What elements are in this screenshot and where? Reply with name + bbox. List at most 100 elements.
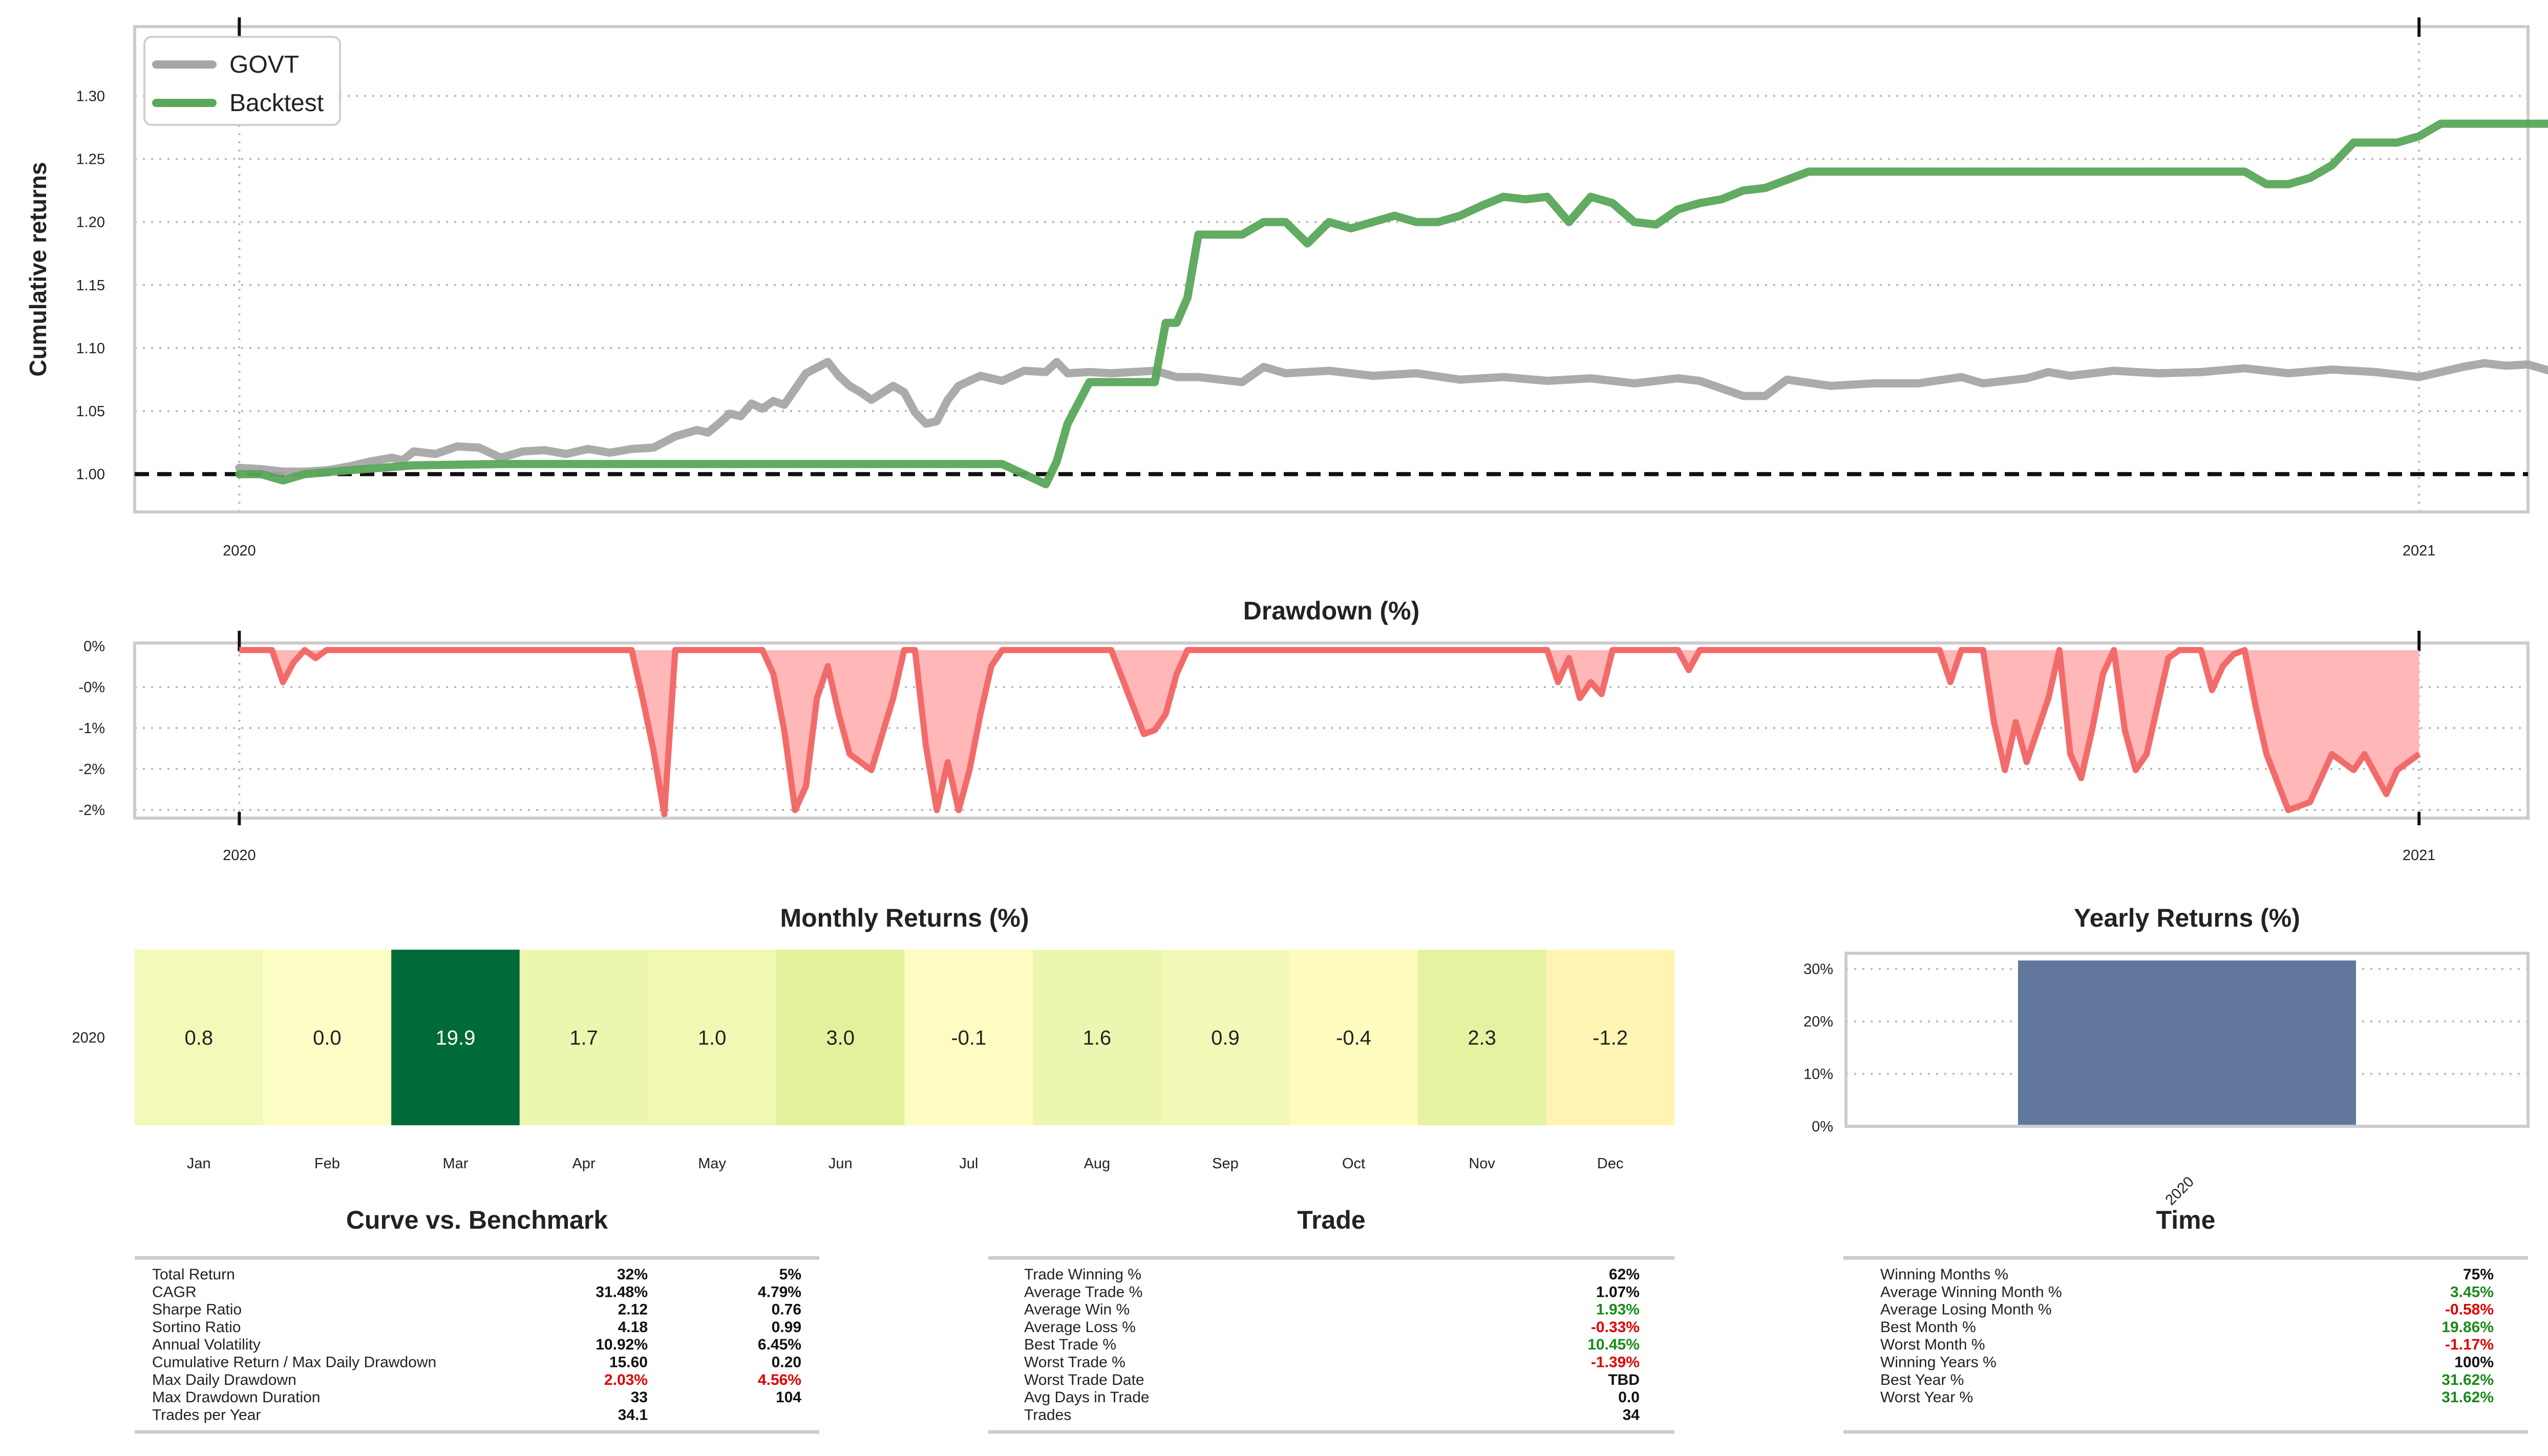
stats-table-2: Time Winning Months % 75% Average Winning M… [1843, 1206, 2528, 1434]
heatmap-title: Monthly Returns (%) [780, 904, 1029, 932]
yearly-title: Yearly Returns (%) [2074, 904, 2300, 932]
stat-value: 62% [1609, 1266, 1640, 1283]
series-line-govt [235, 358, 2548, 476]
y-tick-label: 1.10 [76, 340, 105, 357]
stat-value: 34 [1623, 1406, 1640, 1423]
heatmap-cell-label: 0.9 [1211, 1027, 1240, 1050]
stat-benchmark-value: 5% [779, 1266, 801, 1283]
heatmap-cell-label: 3.0 [826, 1027, 855, 1050]
bar-2020 [2018, 960, 2356, 1125]
stat-label: Worst Trade Date [1024, 1372, 1144, 1388]
stat-label: CAGR [152, 1283, 197, 1300]
stat-value: 10.92% [596, 1336, 648, 1353]
stat-benchmark-value: 4.79% [758, 1283, 801, 1300]
stat-value: 15.60 [609, 1354, 648, 1371]
stat-benchmark-value: 6.45% [758, 1336, 801, 1353]
heatmap-cell-label: -0.4 [1336, 1027, 1371, 1050]
x-tick-label: 2020 [223, 847, 256, 864]
drawdown-line [239, 647, 2421, 818]
stat-value: 2.03% [604, 1372, 648, 1388]
stat-label: Average Winning Month % [1880, 1283, 2062, 1300]
stat-value: -1.39% [1591, 1354, 1640, 1371]
heatmap-cell-label: -1.2 [1593, 1027, 1628, 1050]
series-line-backtest [235, 119, 2548, 488]
stat-label: Sharpe Ratio [152, 1301, 242, 1318]
heatmap-cell-label: 1.7 [569, 1027, 598, 1050]
stat-value: 19.86% [2441, 1319, 2494, 1336]
stat-benchmark-value: 0.76 [772, 1301, 801, 1318]
drawdown-title: Drawdown (%) [1243, 596, 1419, 625]
stat-value: 34.1 [618, 1406, 648, 1423]
y-tick-label: -2% [78, 802, 105, 819]
column-label: Mar [442, 1155, 468, 1172]
monthly-returns-heatmap: Monthly Returns (%) 2020 0.8 Jan 0.0 Feb 19.9 M… [72, 904, 1675, 1172]
x-tick-label: 2021 [2403, 847, 2436, 864]
y-axis-label: Cumulative returns [25, 162, 51, 376]
stat-value: 31.62% [2441, 1389, 2494, 1406]
heatmap-cell [1289, 950, 1418, 1125]
stats-table-0: Curve vs. Benchmark Total Return 32% 5% CAGR… [135, 1206, 819, 1434]
heatmap-cell [519, 950, 648, 1125]
stat-label: Worst Trade % [1024, 1354, 1126, 1371]
plot-frame [133, 641, 2530, 820]
heatmap-cell-label: 1.6 [1083, 1027, 1112, 1050]
column-label: Apr [572, 1155, 595, 1172]
stat-label: Avg Days in Trade [1024, 1389, 1150, 1406]
drawdown-grid [135, 646, 2528, 818]
stat-value: 2.12 [618, 1301, 648, 1318]
column-label: Jun [829, 1155, 853, 1172]
stat-label: Max Daily Drawdown [152, 1372, 296, 1388]
heatmap-cell [1546, 950, 1675, 1125]
stat-benchmark-value: 0.99 [772, 1319, 801, 1336]
stat-label: Average Trade % [1024, 1283, 1142, 1300]
heatmap-cell [904, 950, 1033, 1125]
heatmap-cell-label: -0.1 [951, 1027, 986, 1050]
stat-value: 100% [2454, 1354, 2494, 1371]
y-tick-label: 1.15 [76, 277, 105, 294]
heatmap-cell [1417, 950, 1546, 1125]
stats-tables: Curve vs. Benchmark Total Return 32% 5% CAGR… [135, 1206, 2528, 1434]
stat-value: 31.48% [596, 1283, 648, 1300]
stat-label: Best Trade % [1024, 1336, 1116, 1353]
chart-legend: GOVT Backtest [143, 36, 341, 126]
stat-benchmark-value: 4.56% [758, 1372, 801, 1388]
column-label: Nov [1469, 1155, 1495, 1172]
stat-label: Best Year % [1880, 1372, 1964, 1388]
stat-label: Average Loss % [1024, 1319, 1136, 1336]
drawdown-chart: Drawdown (%) 0% -0% -1% -2% -2% 2020 2021 [78, 596, 2530, 864]
stat-label: Trade Winning % [1024, 1266, 1141, 1283]
legend-label-backtest: Backtest [229, 90, 324, 117]
stat-value: TBD [1608, 1372, 1640, 1388]
stat-label: Worst Month % [1880, 1336, 1985, 1353]
y-tick-label: 1.30 [76, 88, 105, 104]
stat-label: Annual Volatility [152, 1336, 261, 1353]
x-tick-label: 2020 [2162, 1173, 2197, 1208]
stat-label: Best Month % [1880, 1319, 1976, 1336]
heatmap-cell-label: 0.8 [184, 1027, 213, 1050]
stat-label: Total Return [152, 1266, 235, 1283]
y-tick-label: 1.05 [76, 403, 105, 420]
y-tick-label: 20% [1803, 1014, 1833, 1030]
legend-label-govt: GOVT [229, 51, 299, 78]
y-tick-label: 1.25 [76, 152, 105, 168]
stat-value: 0.0 [1618, 1389, 1640, 1406]
stat-value: -0.33% [1591, 1319, 1640, 1336]
plot-frame [1844, 952, 2530, 1128]
stat-value: -0.58% [2445, 1301, 2494, 1318]
yearly-returns-chart: Yearly Returns (%) 0% 10% 20% 30% 2020 [1803, 904, 2530, 1209]
heatmap-cell-label: 1.0 [698, 1027, 727, 1050]
stat-label: Worst Year % [1880, 1389, 1973, 1406]
heatmap-cell [776, 950, 905, 1125]
drawdown-area [239, 650, 2419, 815]
x-tick-label: 2020 [223, 543, 256, 559]
stat-label: Trades per Year [152, 1406, 261, 1423]
stat-benchmark-value: 104 [776, 1389, 801, 1406]
stat-value: 33 [631, 1389, 648, 1406]
stat-value: 1.07% [1596, 1283, 1640, 1300]
cumulative-returns-chart: 1.00 1.05 1.10 1.15 1.20 1.25 1.30 2020 2021 Cumu… [25, 17, 2548, 559]
stat-label: Cumulative Return / Max Daily Drawdown [152, 1354, 436, 1371]
y-tick-label: 0% [1812, 1119, 1833, 1135]
table-title: Trade [1297, 1206, 1365, 1234]
stat-label: Trades [1024, 1406, 1071, 1423]
